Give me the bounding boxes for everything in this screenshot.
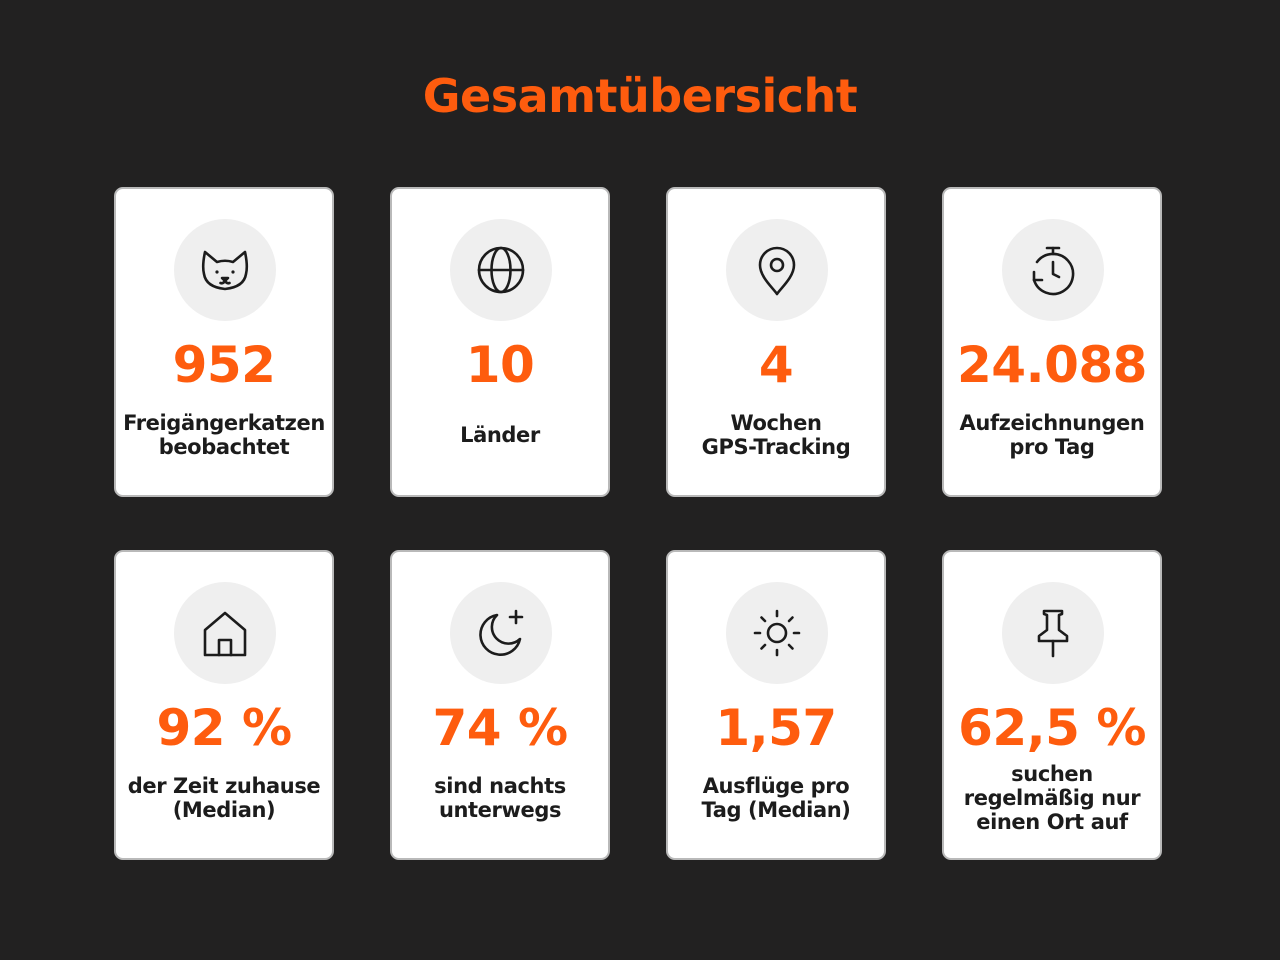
stat-label: Ausflüge pro Tag (Median)	[701, 774, 851, 822]
stat-label: Länder	[460, 423, 540, 447]
stat-value: 1,57	[715, 699, 837, 757]
stat-label: Freigängerkatzen beobachtet	[123, 411, 325, 459]
moon-icon	[450, 582, 552, 684]
pushpin-icon	[1002, 582, 1104, 684]
stat-value: 74 %	[432, 699, 568, 757]
stat-label: der Zeit zuhause (Median)	[127, 774, 321, 822]
stat-value: 10	[465, 336, 535, 394]
stat-label: suchen regelmäßig nur einen Ort auf	[963, 762, 1141, 834]
stopwatch-icon	[1002, 219, 1104, 321]
page-title: Gesamtübersicht	[422, 69, 858, 123]
stat-value: 24.088	[957, 336, 1147, 394]
globe-icon	[450, 219, 552, 321]
stat-label: Aufzeichnungen pro Tag	[959, 411, 1145, 459]
stat-label: Wochen GPS-Tracking	[701, 411, 851, 459]
sun-icon	[726, 582, 828, 684]
stat-card-night: 74 % sind nachts unterwegs	[390, 550, 610, 860]
stat-card-cats: 952 Freigängerkatzen beobachtet	[114, 187, 334, 497]
stat-card-records: 24.088 Aufzeichnungen pro Tag	[942, 187, 1162, 497]
stat-card-countries: 10 Länder	[390, 187, 610, 497]
stat-value: 92 %	[156, 699, 292, 757]
stat-card-home-time: 92 % der Zeit zuhause (Median)	[114, 550, 334, 860]
stat-card-single-place: 62,5 % suchen regelmäßig nur einen Ort a…	[942, 550, 1162, 860]
stat-card-weeks: 4 Wochen GPS-Tracking	[666, 187, 886, 497]
location-pin-icon	[726, 219, 828, 321]
stat-value: 952	[172, 336, 276, 394]
stat-label: sind nachts unterwegs	[434, 774, 566, 822]
stat-card-trips: 1,57 Ausflüge pro Tag (Median)	[666, 550, 886, 860]
stat-value: 62,5 %	[958, 699, 1146, 757]
home-icon	[174, 582, 276, 684]
stat-value: 4	[758, 336, 794, 394]
cat-icon	[174, 219, 276, 321]
